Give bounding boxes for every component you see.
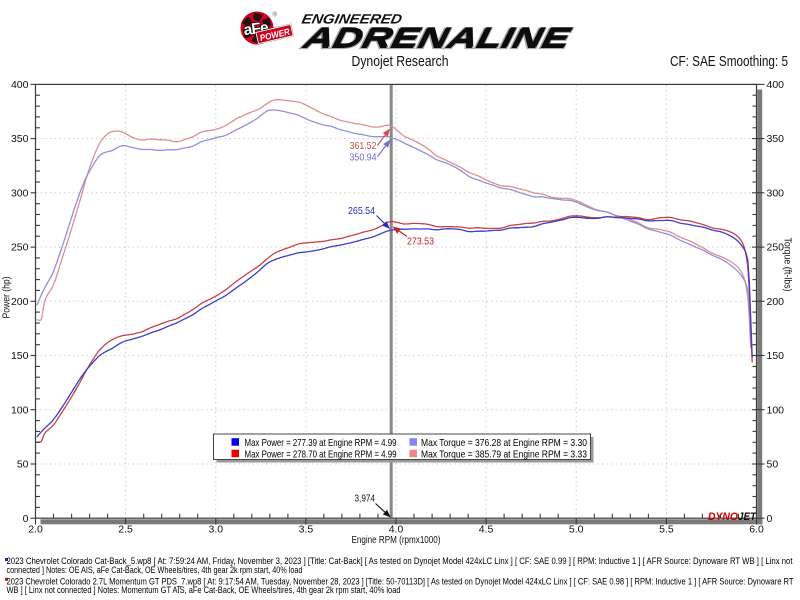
svg-text:5.5: 5.5 (659, 524, 674, 536)
svg-text:DYNO: DYNO (708, 511, 738, 523)
svg-text:50: 50 (17, 459, 29, 471)
svg-text:0: 0 (23, 513, 29, 525)
svg-text:Torque (ft-lbs): Torque (ft-lbs) (782, 238, 793, 292)
svg-text:300: 300 (767, 187, 785, 199)
svg-text:connected ] Notes: OE AIS, aFe: connected ] Notes: OE AIS, aFe Cat-Back,… (7, 565, 303, 575)
svg-text:Max Power = 277.39 at Engine R: Max Power = 277.39 at Engine RPM = 4.99 (245, 437, 397, 449)
svg-text:273.53: 273.53 (407, 236, 434, 248)
svg-text:100: 100 (11, 404, 29, 416)
svg-text:4.5: 4.5 (479, 524, 494, 536)
svg-text:5.0: 5.0 (569, 524, 584, 536)
svg-text:Max Power = 278.70 at Engine R: Max Power = 278.70 at Engine RPM = 4.99 (245, 449, 397, 461)
svg-text:3,974: 3,974 (355, 494, 376, 505)
svg-text:WB ] [ Linx not connected ] No: WB ] [ Linx not connected ] Notes: Momen… (7, 585, 401, 595)
svg-text:350.94: 350.94 (350, 152, 377, 164)
svg-text:265.54: 265.54 (348, 205, 375, 217)
svg-text:350: 350 (11, 133, 29, 145)
svg-text:100: 100 (767, 404, 785, 416)
svg-text:300: 300 (11, 187, 29, 199)
svg-text:Max Torque = 376.28 at Engine: Max Torque = 376.28 at Engine RPM = 3.30 (421, 437, 587, 449)
svg-text:200: 200 (767, 296, 785, 308)
svg-text:3.5: 3.5 (299, 524, 314, 536)
svg-text:200: 200 (11, 296, 29, 308)
svg-text:400: 400 (11, 79, 29, 91)
svg-text:Engine RPM (rpmx1000): Engine RPM (rpmx1000) (352, 534, 441, 546)
svg-text:6.0: 6.0 (749, 524, 764, 536)
svg-text:2.5: 2.5 (118, 524, 133, 536)
svg-text:50: 50 (767, 459, 779, 471)
svg-text:®: ® (273, 12, 278, 19)
svg-text:250: 250 (767, 242, 785, 254)
svg-text:150: 150 (11, 350, 29, 362)
svg-text:ADRENALINE: ADRENALINE (299, 22, 574, 54)
svg-text:ENGINEERED: ENGINEERED (300, 12, 403, 27)
svg-text:250: 250 (11, 242, 29, 254)
svg-text:Power (hp): Power (hp) (2, 277, 13, 319)
svg-text:361.52: 361.52 (350, 140, 377, 152)
svg-text:2023 Chevrolet Colorado 2.7L M: 2023 Chevrolet Colorado 2.7L Momentum GT… (7, 577, 795, 587)
svg-text:Max Torque = 385.79 at Engine: Max Torque = 385.79 at Engine RPM = 3.33 (421, 449, 587, 461)
svg-text:2.0: 2.0 (28, 524, 43, 536)
svg-text:0: 0 (767, 513, 773, 525)
svg-text:350: 350 (767, 133, 785, 145)
svg-text:3.0: 3.0 (208, 524, 223, 536)
svg-text:2023 Chevrolet Colorado Cat-Ba: 2023 Chevrolet Colorado Cat-Back_5.wp8 [… (7, 556, 793, 566)
svg-text:CF: SAE Smoothing: 5: CF: SAE Smoothing: 5 (670, 54, 788, 70)
svg-text:4.0: 4.0 (389, 524, 404, 536)
svg-text:JET: JET (738, 511, 757, 523)
svg-text:400: 400 (767, 79, 785, 91)
svg-text:150: 150 (767, 350, 785, 362)
svg-text:Dynojet Research: Dynojet Research (352, 54, 449, 70)
svg-text:ADRENALINE: ADRENALINE (300, 21, 575, 53)
